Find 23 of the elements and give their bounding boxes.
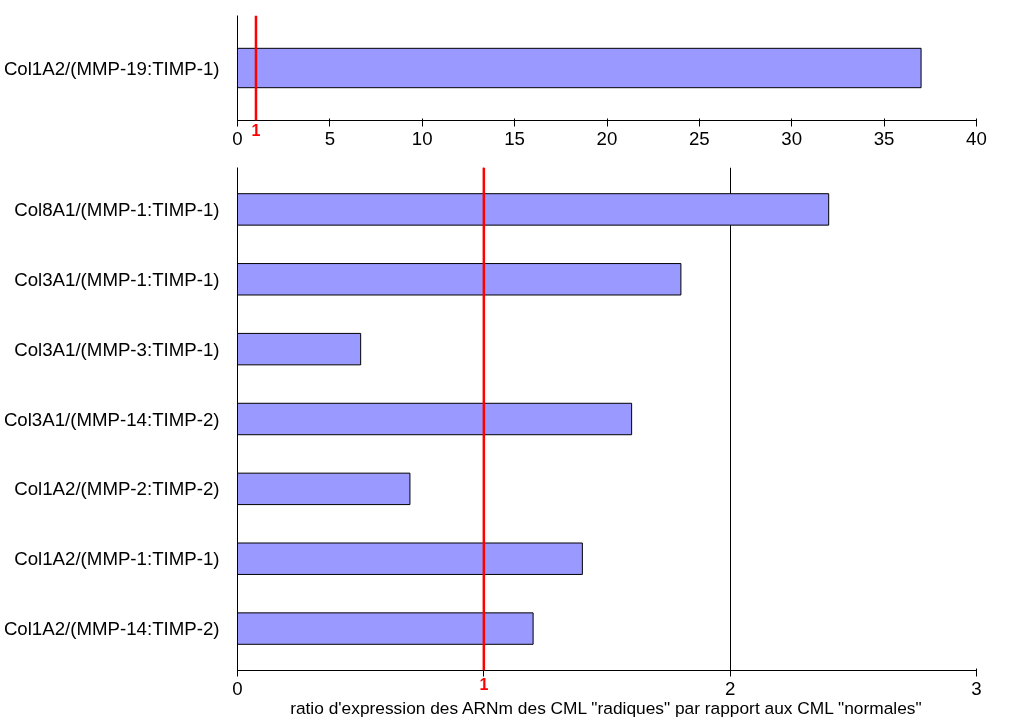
x-tick-label: 30 (781, 127, 803, 149)
x-tick-label: 35 (873, 127, 895, 149)
x-axis-title: ratio d'expression des ARNm des CML "radiques" par rapport aux CML "normales" (290, 697, 922, 718)
x-tick-label: 10 (411, 127, 433, 149)
y-tick-label: Col3A1/(MMP-3:TIMP-1) (14, 338, 220, 360)
x-tick-label: 0 (232, 127, 243, 149)
ref-line-label: 1 (479, 675, 489, 693)
x-tick-label: 25 (689, 127, 710, 149)
y-tick-label: Col3A1/(MMP-1:TIMP-1) (14, 268, 220, 290)
y-tick-label: Col1A2/(MMP-19:TIMP-1) (3, 57, 220, 79)
y-tick-label: Col3A1/(MMP-14:TIMP-2) (3, 408, 220, 430)
ref-line-label: 1 (251, 121, 261, 139)
x-tick-label: 5 (324, 127, 336, 149)
x-tick-label: 0 (232, 677, 243, 699)
x-tick-label: 20 (596, 127, 618, 149)
y-tick-label: Col1A2/(MMP-1:TIMP-1) (14, 548, 220, 570)
x-tick-label: 15 (504, 127, 526, 149)
x-tick-label: 2 (724, 677, 736, 699)
x-tick-label: 40 (966, 127, 987, 149)
y-tick-label: Col8A1/(MMP-1:TIMP-1) (14, 198, 220, 220)
y-tick-label: Col1A2/(MMP-2:TIMP-2) (14, 478, 220, 500)
x-tick-label: 3 (971, 677, 982, 699)
y-tick-label: Col1A2/(MMP-14:TIMP-2) (3, 618, 220, 640)
